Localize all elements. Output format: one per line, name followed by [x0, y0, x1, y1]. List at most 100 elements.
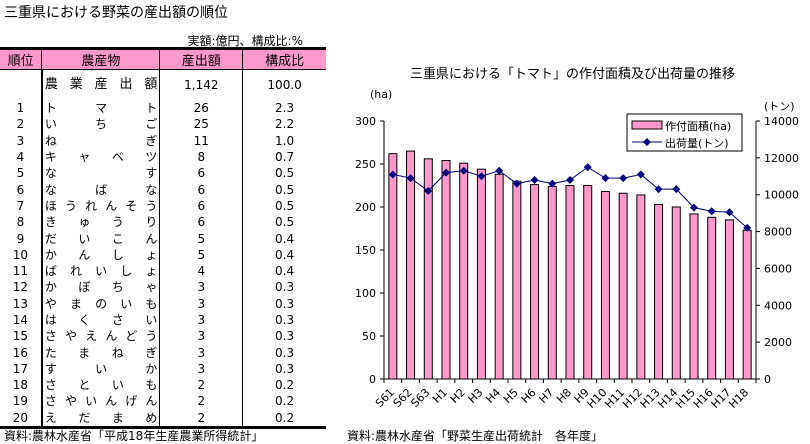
table-row: 18 さといも 2 0.2: [0, 377, 326, 394]
table-row: 15 さやえんどう 3 0.3: [0, 328, 326, 345]
chart-source: 資料:農林水産省「野菜生産出荷統計 各年度」: [347, 429, 604, 443]
line-marker: [690, 203, 698, 212]
table-row: 5 なす 6 0.5: [0, 165, 326, 182]
cell-value: 3: [159, 328, 243, 345]
cell-rank: 10: [12, 247, 29, 262]
left-tick-label: 0: [369, 373, 376, 386]
bar: [530, 184, 540, 380]
cell-value: 6: [159, 214, 243, 231]
table-row: 2 いちご 25 2.2: [0, 116, 326, 133]
table-row: 4 キャベツ 8 0.7: [0, 148, 326, 166]
cell-rank: 19: [12, 394, 29, 409]
cell-value: 2: [159, 377, 243, 394]
table-row: 12 かぼちゃ 3 0.3: [0, 279, 326, 296]
cell-rank: 17: [12, 361, 29, 376]
table-row: 9 だいこん 5 0.4: [0, 230, 326, 247]
line-marker: [530, 175, 539, 184]
bar: [707, 216, 717, 380]
ranking-table: 順位 農産物 産出額 構成比 農業産出額 1,142 100.0 1 トマト 26 2…: [0, 47, 326, 429]
x-tick-label: H3: [466, 386, 486, 406]
cell-name: たまねぎ: [40, 344, 160, 361]
table-row: 6 なばな 6 0.5: [0, 181, 326, 198]
left-tick-label: 100: [355, 287, 376, 300]
cell-ratio: 0.4: [242, 230, 326, 247]
cell-rank: 13: [12, 296, 29, 311]
cell-ratio: 0.3: [242, 360, 326, 378]
cell-value: 5: [159, 230, 243, 247]
table-row: 8 きゅうり 6 0.5: [0, 214, 326, 231]
cell-name: はくさい: [40, 311, 160, 329]
line-marker: [725, 208, 734, 217]
left-tick-label: 250: [355, 158, 376, 171]
table-title: 三重県における野菜の産出額の順位: [4, 5, 228, 21]
left-tick-label: 300: [355, 115, 376, 128]
cell-name: きゅうり: [40, 214, 160, 231]
cell-ratio: 1.0: [242, 132, 326, 149]
bar: [583, 185, 593, 380]
cell-value: 2: [159, 393, 243, 410]
cell-name: だいこん: [40, 230, 160, 247]
bar: [636, 194, 646, 380]
line-marker: [743, 223, 752, 232]
cell-ratio: 0.2: [242, 393, 326, 410]
line-marker: [707, 207, 716, 216]
bar: [654, 203, 664, 380]
cell-value: 26: [159, 100, 243, 117]
bar: [671, 206, 681, 380]
cell-value: 3: [159, 344, 243, 361]
line-marker: [636, 170, 645, 179]
legend-line-label: 出荷量(トン): [665, 136, 729, 150]
cell-rank: 3: [16, 133, 25, 148]
cell-rank: 5: [16, 166, 25, 181]
cell-name: いちご: [40, 116, 160, 133]
cell-name: なす: [40, 165, 160, 182]
cell-rank: 4: [16, 150, 25, 165]
table-source: 資料:農林水産省「平成18年生産農業所得統計」: [4, 429, 264, 443]
cell-rank: 16: [12, 345, 29, 360]
right-tick-label: 14000: [764, 115, 799, 128]
cell-ratio: 0.7: [242, 148, 326, 166]
legend-line-marker: [643, 138, 651, 146]
bar: [618, 192, 628, 380]
cell-name: さといも: [40, 377, 160, 394]
line-marker: [512, 179, 521, 188]
table-unit: 実額:億円、構成比:%: [187, 34, 304, 48]
line-marker: [654, 185, 663, 194]
cell-value: 5: [159, 246, 243, 263]
cell-ratio: 0.4: [242, 246, 326, 263]
cell-ratio: 0.5: [242, 181, 326, 198]
cell-ratio: 0.3: [242, 295, 326, 312]
cell-value: 3: [159, 311, 243, 329]
bar: [689, 213, 699, 380]
cell-ratio: 0.5: [242, 214, 326, 231]
cell-value: 6: [159, 165, 243, 182]
bar: [441, 160, 451, 380]
header-value: 産出額: [159, 47, 243, 70]
line-marker: [406, 174, 415, 183]
table-row: 10 かんしょ 5 0.4: [0, 246, 326, 263]
line-marker: [583, 163, 592, 172]
line-marker: [672, 185, 681, 194]
table-row: 16 たまねぎ 3 0.3: [0, 344, 326, 361]
bar: [494, 173, 504, 380]
line-marker: [548, 179, 557, 188]
bar: [388, 153, 398, 380]
right-tick-label: 12000: [764, 152, 799, 165]
x-tick-label: H1: [430, 386, 450, 406]
cell-name: かぼちゃ: [40, 279, 160, 296]
x-tick-label: S63: [408, 386, 432, 410]
cell-value: 11: [159, 132, 243, 149]
line-marker: [388, 170, 397, 179]
cell-value: 6: [159, 181, 243, 198]
cell-ratio: 2.2: [242, 116, 326, 133]
cell-rank: 11: [12, 264, 29, 279]
cell-ratio: 0.2: [242, 377, 326, 394]
right-tick-label: 0: [764, 373, 771, 386]
table-row: 11 ばれいしょ 4 0.4: [0, 262, 326, 280]
left-tick-label: 200: [355, 201, 376, 214]
cell-rank: 1: [16, 101, 25, 116]
cell-ratio: 0.3: [242, 311, 326, 329]
cell-value: 6: [159, 197, 243, 215]
cell-ratio: 0.3: [242, 279, 326, 296]
chart-title: 三重県における「トマト」の作付面積及び出荷量の推移: [410, 67, 736, 82]
